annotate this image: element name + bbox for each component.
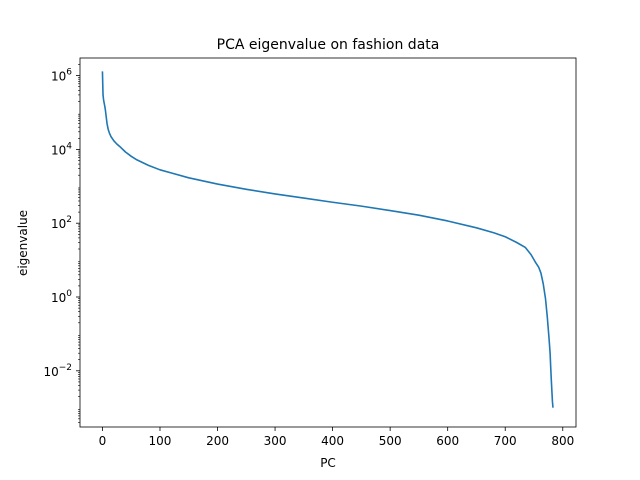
x-tick-label: 500 <box>379 434 402 448</box>
y-tick-label: 104 <box>51 141 72 157</box>
y-tick-label: 106 <box>51 68 72 84</box>
y-tick-label: 102 <box>51 215 72 231</box>
x-tick-label: 800 <box>551 434 574 448</box>
axes-frame <box>79 57 577 428</box>
x-tick-label: 700 <box>494 434 517 448</box>
x-tick-label: 0 <box>99 434 107 448</box>
x-tick-label: 200 <box>206 434 229 448</box>
x-tick-label: 600 <box>436 434 459 448</box>
x-tick-label: 400 <box>321 434 344 448</box>
chart-title: PCA eigenvalue on fashion data <box>217 37 440 53</box>
y-axis-label: eigenvalue <box>16 210 30 276</box>
x-tick-label: 100 <box>149 434 172 448</box>
y-tick-label: 100 <box>51 289 72 305</box>
series-line <box>101 71 554 408</box>
y-tick-label: 10−2 <box>43 363 72 379</box>
x-tick-label: 300 <box>264 434 287 448</box>
x-axis-label: PC <box>320 456 336 470</box>
ticks-layer: 0 100 200 300 400 500 600 700 800 10−2 100 102 104 10… <box>43 64 574 448</box>
